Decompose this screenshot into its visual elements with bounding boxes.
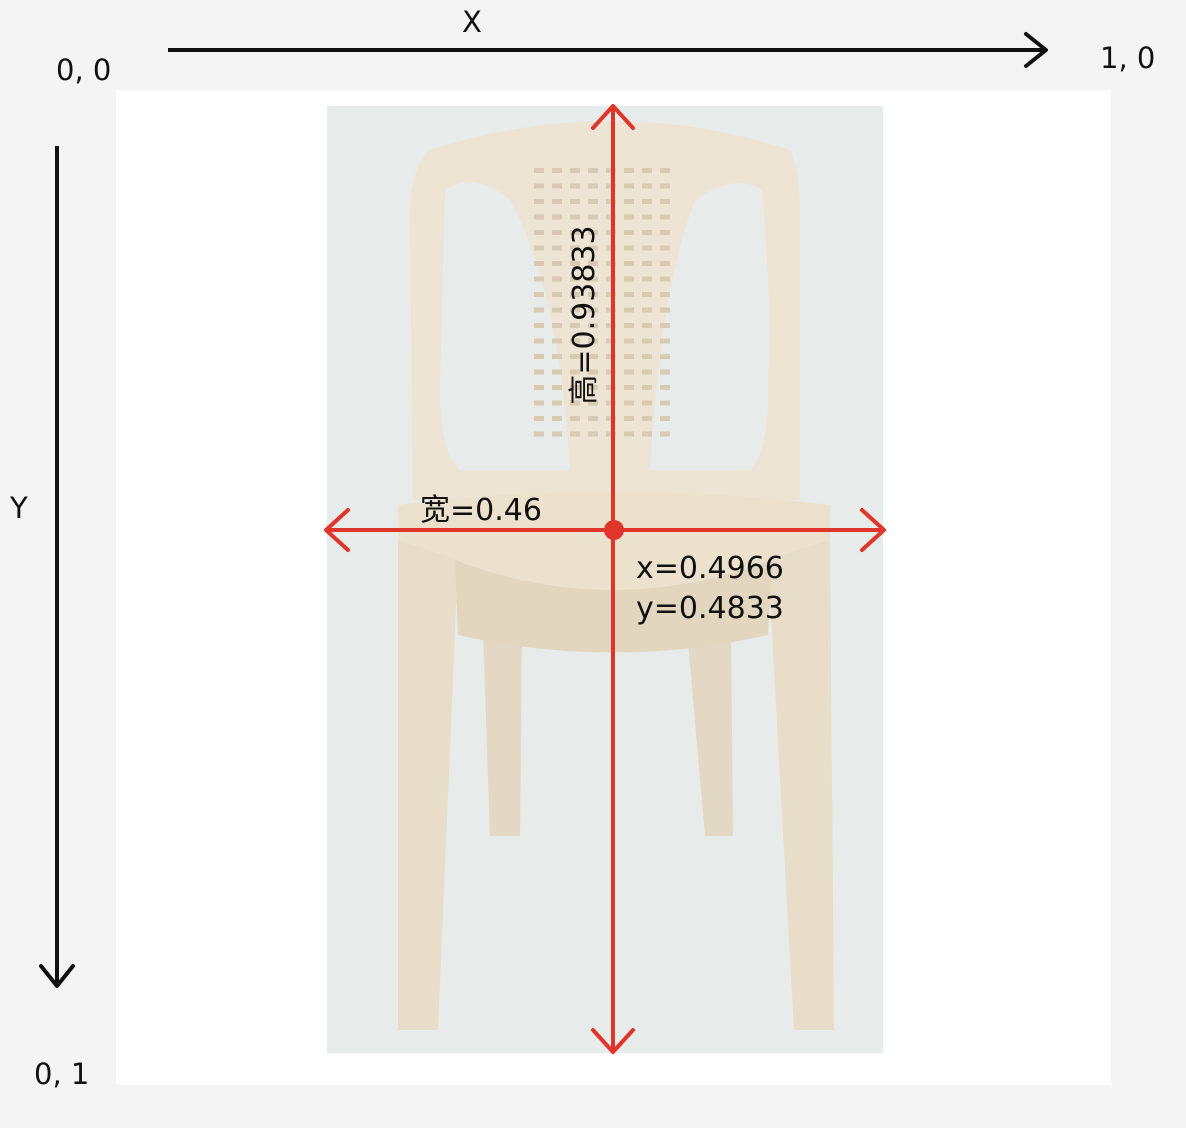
width-value-label: 宽=0.46 [420, 493, 542, 528]
height-arrow [591, 104, 635, 1054]
y-axis-arrow [39, 146, 75, 988]
center-point-marker [604, 520, 624, 540]
height-value-label: 高=0.93833 [567, 225, 602, 405]
chair-icon [398, 121, 834, 1030]
x-axis-label: X [462, 5, 482, 39]
x-axis-arrow [168, 32, 1048, 68]
center-x-label: x=0.4966 [636, 551, 784, 586]
center-y-label: y=0.4833 [636, 591, 784, 626]
x-end-label: 1, 0 [1100, 41, 1156, 75]
origin-label: 0, 0 [56, 53, 112, 87]
y-end-label: 0, 1 [34, 1057, 90, 1091]
y-axis-label: Y [10, 491, 28, 525]
